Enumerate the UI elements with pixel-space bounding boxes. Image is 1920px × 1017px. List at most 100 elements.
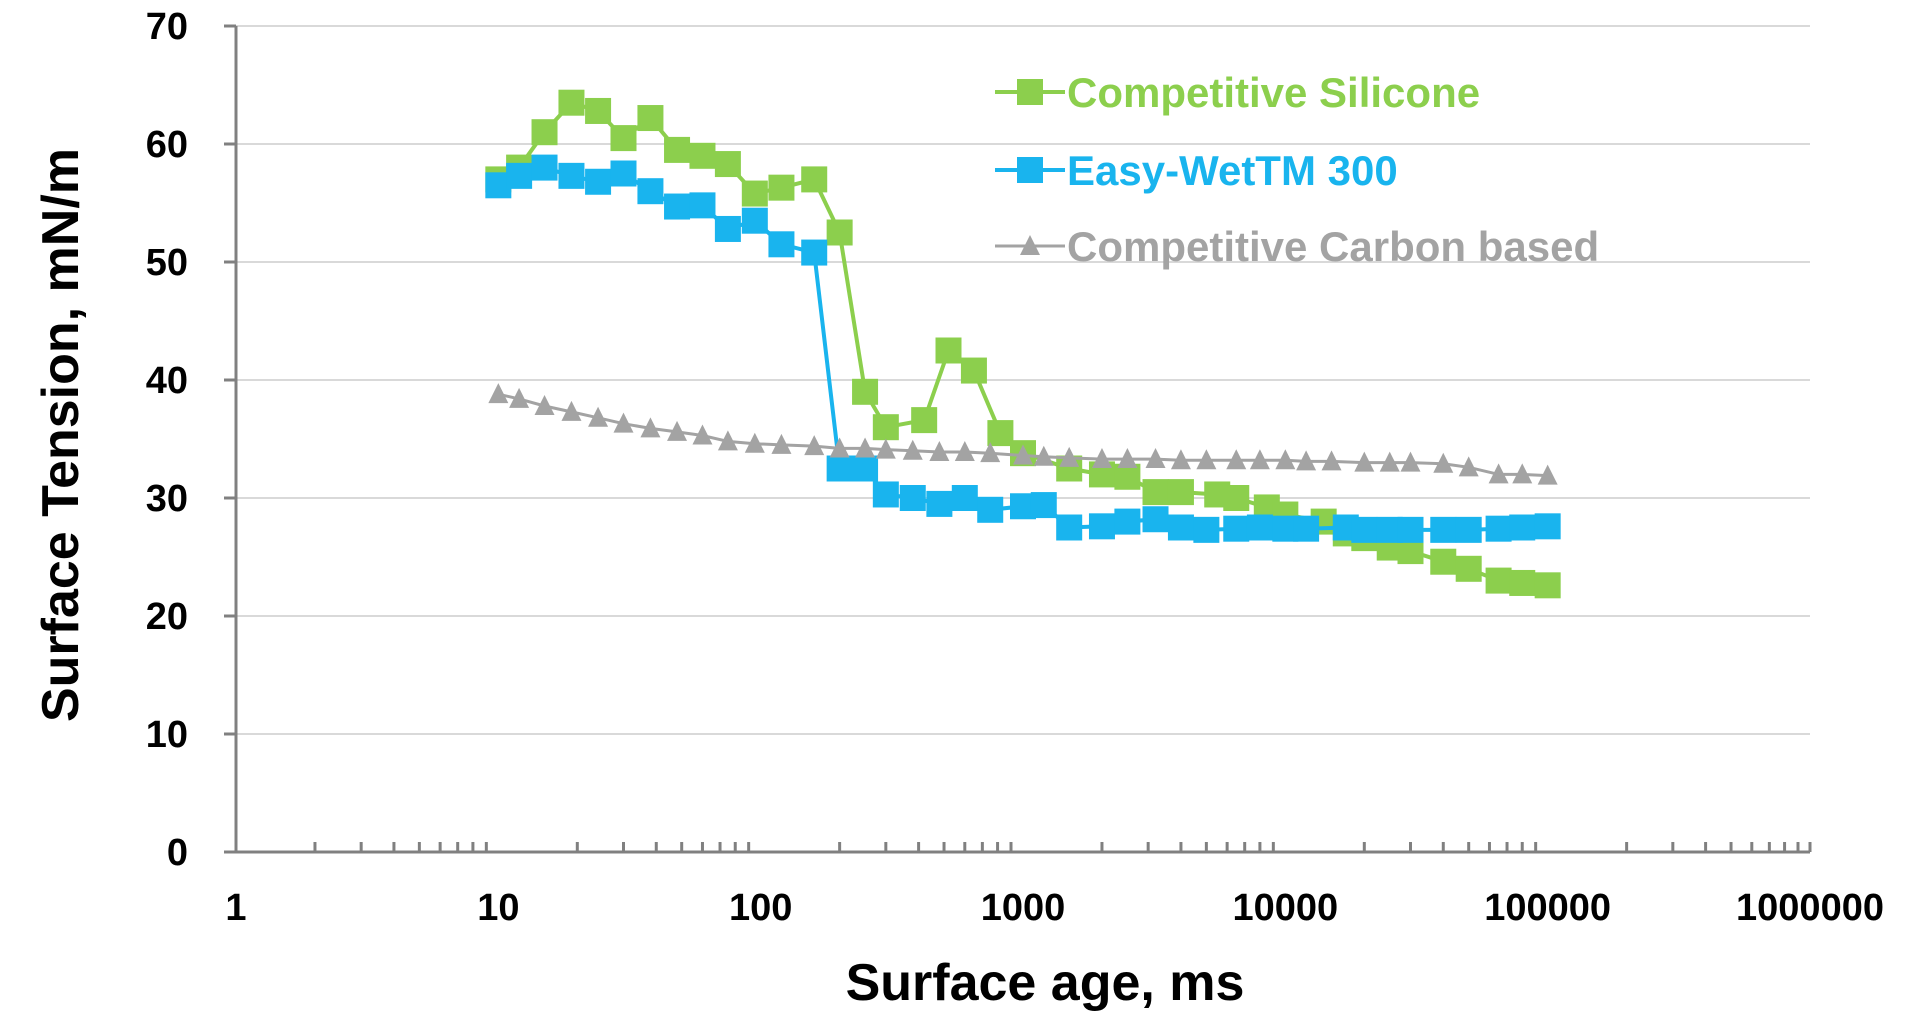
- data-point: [1275, 449, 1296, 470]
- data-point: [1485, 567, 1512, 594]
- data-point: [852, 455, 879, 482]
- data-point: [804, 435, 825, 456]
- data-point: [899, 485, 926, 511]
- y-tick-label: 60: [146, 124, 188, 166]
- data-point: [771, 433, 792, 454]
- data-point: [960, 357, 987, 384]
- data-point: [585, 168, 612, 195]
- data-point: [1400, 451, 1421, 472]
- data-point: [768, 174, 795, 201]
- legend-label: Competitive Carbon based: [1067, 223, 1599, 270]
- data-point: [1056, 514, 1083, 541]
- data-point: [1117, 448, 1138, 469]
- data-point: [1142, 506, 1169, 533]
- data-point: [801, 239, 828, 266]
- data-point: [872, 414, 899, 441]
- legend-item-0: Competitive Silicone: [995, 69, 1480, 116]
- data-point: [826, 219, 853, 246]
- data-point: [1430, 516, 1457, 543]
- data-point: [935, 337, 962, 364]
- data-point: [506, 162, 533, 189]
- data-point: [1246, 514, 1273, 541]
- series-0: [485, 89, 1561, 599]
- data-point: [585, 97, 612, 124]
- legend-marker: [1020, 235, 1040, 255]
- data-point: [801, 166, 828, 193]
- data-point: [1249, 449, 1270, 470]
- data-point: [1296, 450, 1317, 471]
- x-tick-label: 1: [225, 887, 246, 929]
- data-point: [561, 400, 582, 421]
- data-point: [1458, 456, 1479, 477]
- legend-marker: [1017, 157, 1043, 183]
- series-line: [497, 165, 1548, 532]
- data-point: [826, 455, 853, 482]
- data-point: [1145, 448, 1166, 469]
- legend: Competitive Silicone Easy-WetTM 300 Compet…: [995, 69, 1599, 270]
- x-tick-label: 10000: [1232, 887, 1338, 929]
- data-point: [531, 119, 558, 146]
- data-point: [1488, 463, 1509, 484]
- data-point: [610, 125, 637, 152]
- data-point: [667, 420, 688, 441]
- y-axis-title: Surface Tension, mN/m: [32, 148, 90, 722]
- data-point: [1167, 479, 1194, 506]
- data-point: [1512, 463, 1533, 484]
- data-point: [768, 231, 795, 258]
- data-point: [741, 180, 768, 207]
- y-tick-label: 30: [146, 478, 188, 520]
- data-point: [1430, 548, 1457, 575]
- data-point: [1114, 463, 1141, 490]
- data-point: [1033, 445, 1054, 466]
- data-point: [1509, 514, 1536, 541]
- x-tick-label: 100000: [1484, 887, 1611, 929]
- data-point: [1114, 508, 1141, 535]
- data-point: [588, 406, 609, 427]
- x-tick-label: 1000000: [1736, 887, 1884, 929]
- data-point: [744, 432, 765, 453]
- x-tick-label: 100: [729, 887, 792, 929]
- data-point: [1379, 451, 1400, 472]
- data-point: [1013, 444, 1033, 465]
- data-point: [558, 89, 585, 116]
- data-point: [1030, 492, 1057, 519]
- data-point: [926, 490, 953, 517]
- data-point: [987, 420, 1014, 447]
- data-point: [714, 151, 741, 178]
- data-point: [531, 154, 558, 181]
- data-point: [1433, 452, 1454, 473]
- data-point: [610, 160, 637, 187]
- data-point: [1088, 513, 1115, 540]
- data-point: [509, 387, 530, 408]
- data-point: [980, 442, 1001, 463]
- x-tick-label: 10: [477, 887, 519, 929]
- legend-item-2: Competitive Carbon based: [995, 223, 1599, 270]
- data-point: [872, 481, 899, 508]
- data-point: [829, 437, 850, 458]
- legend-label: Easy-WetTM 300: [1067, 147, 1398, 194]
- data-point: [1293, 515, 1320, 542]
- data-point: [640, 417, 661, 438]
- data-point: [1223, 515, 1250, 542]
- y-tick-label: 0: [167, 832, 188, 874]
- data-point: [664, 136, 691, 163]
- data-point: [951, 485, 978, 511]
- y-tick-label: 70: [146, 6, 188, 48]
- data-point: [1193, 516, 1220, 543]
- plot-area: [485, 89, 1561, 599]
- data-point: [558, 162, 585, 189]
- data-point: [1170, 449, 1191, 470]
- data-point: [637, 105, 664, 132]
- data-point: [1226, 449, 1247, 470]
- data-point: [902, 439, 923, 460]
- data-point: [1534, 513, 1561, 540]
- axes: 0 10 20 30 40 50 60 70 1 10 100 1000 10000 100000 1000…: [146, 6, 1884, 929]
- data-point: [1351, 516, 1378, 543]
- data-point: [1397, 516, 1424, 543]
- series-2: [488, 383, 1558, 485]
- data-point: [689, 142, 716, 169]
- data-point: [613, 412, 634, 433]
- data-point: [1485, 515, 1512, 542]
- legend-marker: [1017, 79, 1043, 105]
- data-point: [1455, 516, 1482, 543]
